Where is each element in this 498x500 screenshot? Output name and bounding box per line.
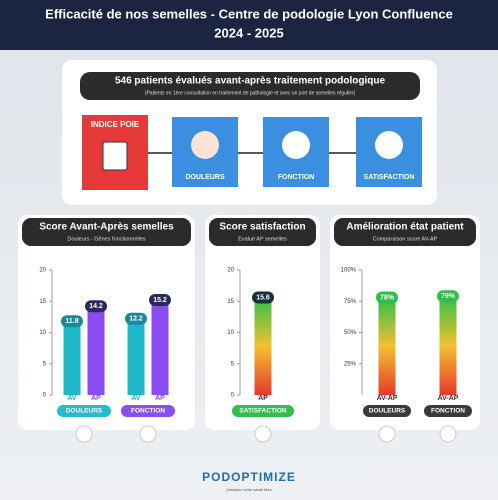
bar — [254, 297, 272, 395]
y-tick-label: 0 — [43, 393, 47, 399]
value-label-bg — [61, 315, 83, 328]
y-tick-label: 25% — [344, 361, 357, 367]
brand: PODOPTIMIZE — [202, 470, 296, 484]
bar-label: AV-AP — [438, 395, 459, 402]
header-band — [0, 0, 498, 50]
chart-subtitle: Douleurs - Gênes fonctionnelles — [67, 236, 146, 242]
step-label: SATISFACTION — [364, 174, 415, 181]
icon-foot — [191, 131, 219, 159]
group-icon — [439, 425, 457, 443]
value-label-bg — [437, 290, 459, 303]
y-tick-label: 5 — [231, 361, 235, 367]
group-icon — [254, 425, 272, 443]
header-title: Efficacité de nos semelles - Centre de p… — [45, 6, 453, 21]
value-label-bg — [85, 300, 107, 313]
bar-label: AP — [155, 395, 165, 402]
value-label-bg — [252, 291, 274, 304]
chart-header — [22, 218, 191, 246]
group-pill — [363, 405, 411, 417]
y-tick-label: 5 — [43, 361, 47, 367]
icon-runner — [282, 131, 310, 159]
group-pill — [424, 405, 472, 417]
step-label: INDICE POIE — [91, 120, 140, 129]
y-tick-label: 0 — [231, 393, 235, 399]
bar — [63, 321, 81, 395]
value-label-bg — [149, 294, 171, 306]
group-label: FONCTION — [431, 408, 465, 415]
value-label-bg — [125, 312, 147, 325]
group-label: FONCTION — [131, 408, 165, 415]
value-label: 15.2 — [153, 297, 167, 304]
bar — [439, 296, 457, 395]
chart-card — [18, 215, 195, 430]
y-tick-label: 10 — [39, 330, 46, 336]
y-tick-label: 50% — [344, 330, 357, 336]
bar-label: AV — [131, 395, 141, 402]
tagline: Valorisez votre santé libre — [226, 487, 273, 492]
bar — [151, 300, 169, 395]
bar-label: AP — [258, 395, 268, 402]
value-label: 14.2 — [89, 303, 103, 310]
y-tick-label: 75% — [344, 299, 357, 305]
group-icon — [75, 425, 93, 443]
y-tick-label: 20 — [39, 268, 46, 274]
chart-title: Amélioration état patient — [346, 222, 464, 233]
header-period: 2024 - 2025 — [214, 25, 283, 40]
overview-title: 546 patients évalués avant-après traitem… — [115, 76, 386, 87]
value-label: 15.6 — [256, 294, 270, 301]
chart-subtitle: Comparaison score AV-AP — [373, 236, 438, 242]
group-icon — [139, 425, 157, 443]
value-label: 78% — [380, 294, 395, 301]
group-pill — [232, 405, 294, 417]
step-label: DOULEURS — [185, 174, 225, 181]
group-label: SATISFACTION — [239, 408, 286, 415]
bar-label: AP — [91, 395, 101, 402]
group-label: DOULEURS — [66, 408, 103, 415]
value-label: 12.2 — [129, 316, 143, 323]
value-label: 79% — [441, 293, 456, 300]
group-icon — [378, 425, 396, 443]
y-tick-label: 15 — [227, 299, 234, 305]
chart-subtitle: Evalué AP semelles — [238, 236, 287, 242]
bar — [127, 318, 145, 395]
step-label: FONCTION — [278, 174, 315, 181]
bar — [87, 306, 105, 395]
icon-gauge — [375, 131, 403, 159]
group-label: DOULEURS — [369, 408, 406, 415]
bar-label: AV — [67, 395, 77, 402]
bar — [378, 297, 396, 395]
chart-header — [334, 218, 476, 246]
chart-title: Score Avant-Après semelles — [39, 222, 174, 233]
y-tick-label: 100% — [341, 268, 357, 274]
value-label: 11.8 — [65, 318, 78, 325]
overview-note: (Patients en 1ère consultation en traite… — [145, 90, 356, 96]
group-pill — [57, 405, 111, 417]
y-tick-label: 20 — [227, 268, 234, 274]
chart-title: Score satisfaction — [219, 222, 305, 233]
y-tick-label: 10 — [227, 330, 234, 336]
bar-label: AV-AP — [377, 395, 398, 402]
icon-clipboard — [102, 141, 128, 171]
chart-header — [209, 218, 316, 246]
overview-pill — [80, 72, 420, 100]
y-tick-label: 15 — [39, 299, 46, 305]
group-pill — [121, 405, 175, 417]
value-label-bg — [376, 291, 398, 304]
